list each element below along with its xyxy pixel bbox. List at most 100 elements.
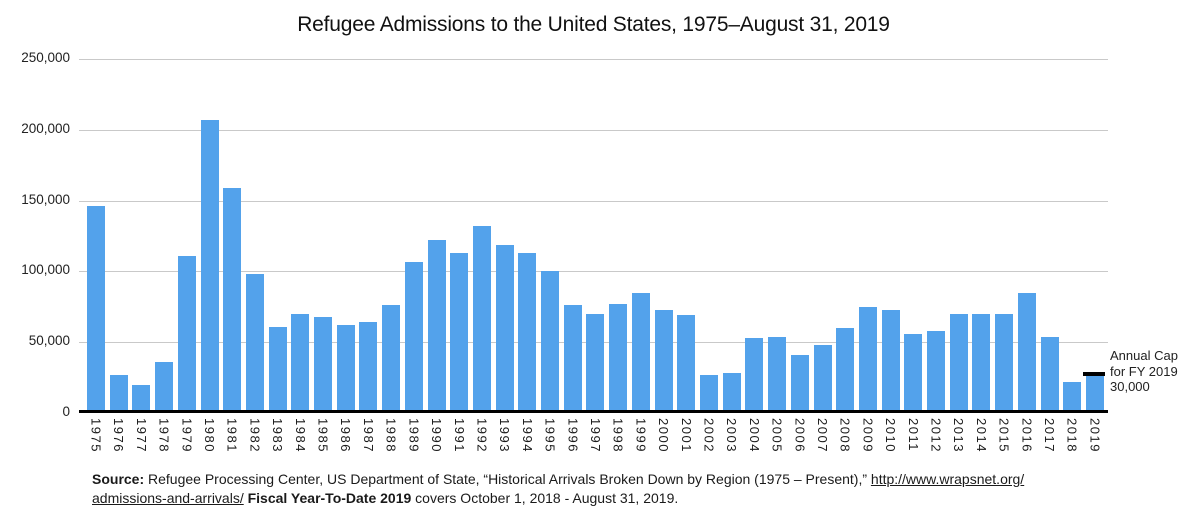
bar-2008	[836, 328, 855, 413]
x-axis-tick-label: 1988	[383, 418, 399, 453]
bar-2010	[881, 309, 900, 413]
bar-1987	[359, 322, 378, 413]
bar-2017	[1040, 336, 1059, 413]
bar-1996	[563, 305, 582, 413]
x-axis-tick-label: 2003	[724, 418, 740, 453]
bar-1993	[495, 244, 514, 413]
bar-2013	[949, 313, 968, 413]
x-axis-tick-label: 1993	[497, 418, 513, 453]
bar-1991	[450, 253, 469, 413]
x-axis-tick-label: 1991	[451, 418, 467, 453]
x-axis-tick-label: 1979	[179, 418, 195, 453]
bar-1999	[631, 292, 650, 413]
source-link[interactable]: admissions-and-arrivals/	[92, 490, 244, 506]
bar-1975	[87, 206, 105, 413]
x-axis-tick-label: 1996	[565, 418, 581, 453]
x-axis-tick-label: 2015	[996, 418, 1012, 453]
bar-1977	[132, 384, 151, 413]
x-axis-tick-label: 2019	[1087, 418, 1103, 453]
y-axis-tick-label: 0	[62, 404, 70, 419]
x-axis-tick-label: 1994	[519, 418, 535, 453]
annotation-line-3: 30,000	[1110, 379, 1150, 394]
annotation-line-1: Annual Cap	[1110, 348, 1178, 363]
x-axis-tick-label: 1990	[429, 418, 445, 453]
bar-2015	[995, 313, 1014, 413]
source-text: Source:	[92, 471, 145, 487]
x-axis-tick-label: 1981	[224, 418, 240, 453]
x-axis-tick-label: 1985	[315, 418, 331, 453]
x-axis-tick-label: 2007	[815, 418, 830, 453]
x-axis-tick-label: 1989	[406, 418, 422, 453]
source-link[interactable]: http://www.wrapsnet.org/	[870, 471, 1025, 487]
bar-1992	[472, 226, 491, 413]
x-axis-tick-label: 2013	[951, 418, 967, 453]
bar-2012	[927, 330, 946, 413]
bar-2006	[790, 354, 809, 413]
bar-1988	[382, 305, 401, 413]
bar-1994	[518, 253, 537, 413]
x-axis-tick-label: 1986	[338, 418, 354, 453]
y-axis-tick-label: 100,000	[21, 262, 70, 278]
x-axis-tick-label: 1987	[360, 418, 376, 453]
source-text: Fiscal Year-To-Date 2019	[247, 490, 412, 506]
x-axis-tick-label: 2001	[678, 418, 694, 453]
bar-2005	[768, 336, 787, 413]
bar-2014	[972, 313, 991, 413]
x-axis-tick-label: 2017	[1042, 418, 1058, 453]
bar-1989	[404, 261, 423, 413]
bar-1984	[291, 313, 310, 413]
plot-area	[79, 59, 1108, 413]
bar-1979	[177, 255, 196, 413]
x-axis-tick-label: 1980	[202, 418, 218, 453]
x-axis-tick-label: 2014	[973, 418, 989, 453]
x-axis-tick-label: 2008	[837, 418, 853, 453]
gridline	[79, 200, 1108, 202]
bar-2002	[699, 374, 718, 413]
bar-1998	[609, 303, 628, 413]
bar-2004	[745, 337, 764, 413]
source-text: Refugee Processing Center, US Department…	[144, 471, 871, 487]
bar-2018	[1063, 381, 1082, 413]
gridline	[79, 59, 1108, 60]
bar-1995	[541, 271, 560, 413]
y-axis-tick-label: 200,000	[21, 120, 70, 136]
bar-2001	[677, 315, 696, 413]
x-axis-tick-label: 1982	[247, 418, 263, 453]
x-axis-tick-label: 1978	[156, 418, 172, 453]
x-axis-tick-label: 2016	[1019, 418, 1035, 453]
bar-2019	[1082, 371, 1105, 413]
x-axis-tick-label: 2005	[769, 418, 785, 453]
x-axis-tick-label: 2012	[928, 418, 944, 453]
y-axis-tick-label: 50,000	[28, 333, 70, 349]
annual-cap-marker	[1082, 371, 1105, 376]
x-axis-tick-label: 2000	[656, 418, 672, 453]
bars-group	[79, 59, 1108, 413]
source-note-line2: admissions-and-arrivals/ Fiscal Year-To-…	[92, 489, 678, 508]
x-axis-tick-label: 2002	[701, 418, 717, 453]
bar-1990	[427, 240, 446, 413]
x-axis-tick-label: 1983	[270, 418, 286, 453]
bar-1976	[109, 374, 128, 413]
bar-1997	[586, 313, 605, 413]
bar-2009	[858, 306, 877, 413]
bar-1981	[223, 187, 242, 413]
source-text: covers October 1, 2018 - August 31, 2019…	[411, 490, 679, 506]
bar-1978	[155, 362, 174, 413]
annotation-line-2: for FY 2019	[1110, 363, 1178, 379]
x-axis-tick-label: 2018	[1064, 418, 1080, 453]
x-axis-tick-label: 1977	[133, 418, 149, 453]
x-axis-tick-label: 2004	[746, 418, 762, 453]
x-axis-tick-label: 1975	[88, 418, 104, 453]
y-axis-tick-label: 250,000	[21, 50, 70, 65]
x-axis-tick-label: 1995	[542, 418, 558, 453]
x-axis-tick-label: 1999	[633, 418, 649, 453]
x-axis-tick-label: 1976	[111, 418, 127, 453]
x-axis-tick-label: 1998	[610, 418, 626, 453]
bar-1982	[245, 274, 264, 413]
x-axis-line	[79, 410, 1108, 413]
source-note-line1: Source: Refugee Processing Center, US De…	[92, 470, 1024, 489]
chart-title: Refugee Admissions to the United States,…	[297, 13, 890, 36]
bar-1986	[336, 325, 355, 413]
bar-1983	[268, 326, 287, 413]
